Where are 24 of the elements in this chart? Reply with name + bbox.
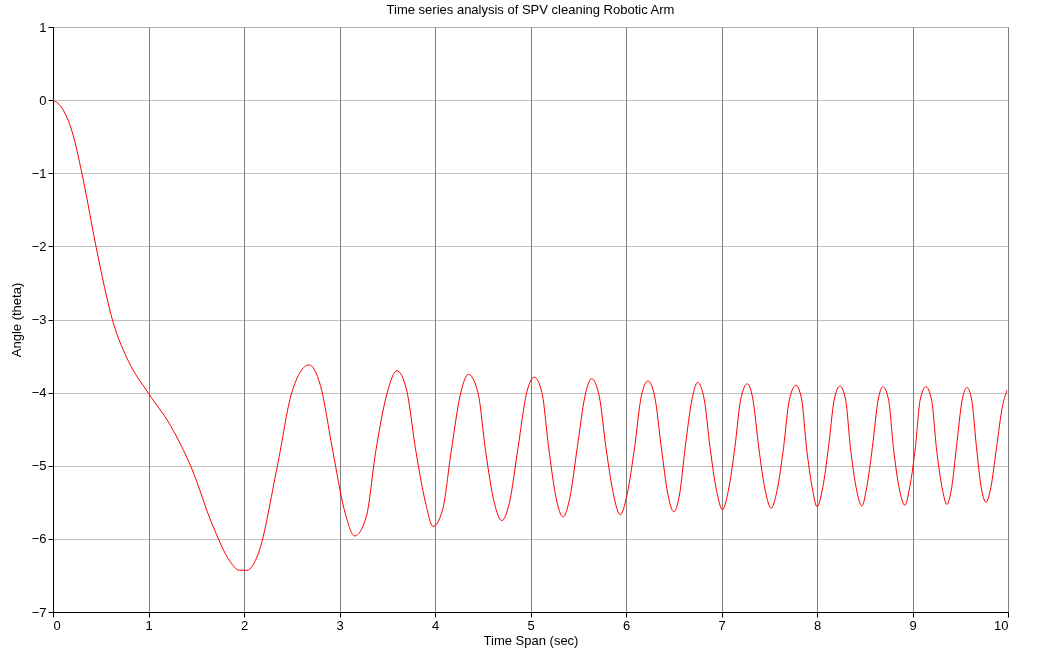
- x-tick-label: 2: [240, 617, 249, 633]
- line-series: [52, 99, 1008, 571]
- y-tick-label: −2: [31, 238, 47, 254]
- y-tick-label: −3: [31, 312, 47, 327]
- y-tick-label: −5: [31, 458, 47, 474]
- x-tick-label: 6: [622, 617, 631, 633]
- x-axis-title: Time Span (sec): [483, 632, 579, 648]
- x-tick-label: 8: [813, 617, 822, 633]
- x-tick-label: 10: [994, 617, 1009, 633]
- x-tick-label: 9: [909, 617, 917, 633]
- x-tick-label: 3: [336, 617, 344, 633]
- y-tick-label: 1: [39, 19, 47, 35]
- y-tick-label: −1: [31, 165, 47, 181]
- x-tick-label: 7: [718, 617, 726, 633]
- chart-title: Time series analysis of SPV cleaning Robotic Arm: [386, 2, 675, 17]
- x-tick-label: 5: [527, 617, 535, 633]
- x-tick-label: 0: [53, 617, 61, 633]
- y-tick-label: −4: [31, 385, 47, 401]
- y-tick-label: 0: [39, 92, 47, 108]
- x-tick-label: 4: [431, 617, 440, 633]
- y-tick-label: −6: [31, 531, 47, 547]
- x-tick-label: 1: [145, 617, 153, 633]
- y-axis-title: Angle (theta): [8, 282, 24, 358]
- y-tick-label: −7: [31, 604, 47, 620]
